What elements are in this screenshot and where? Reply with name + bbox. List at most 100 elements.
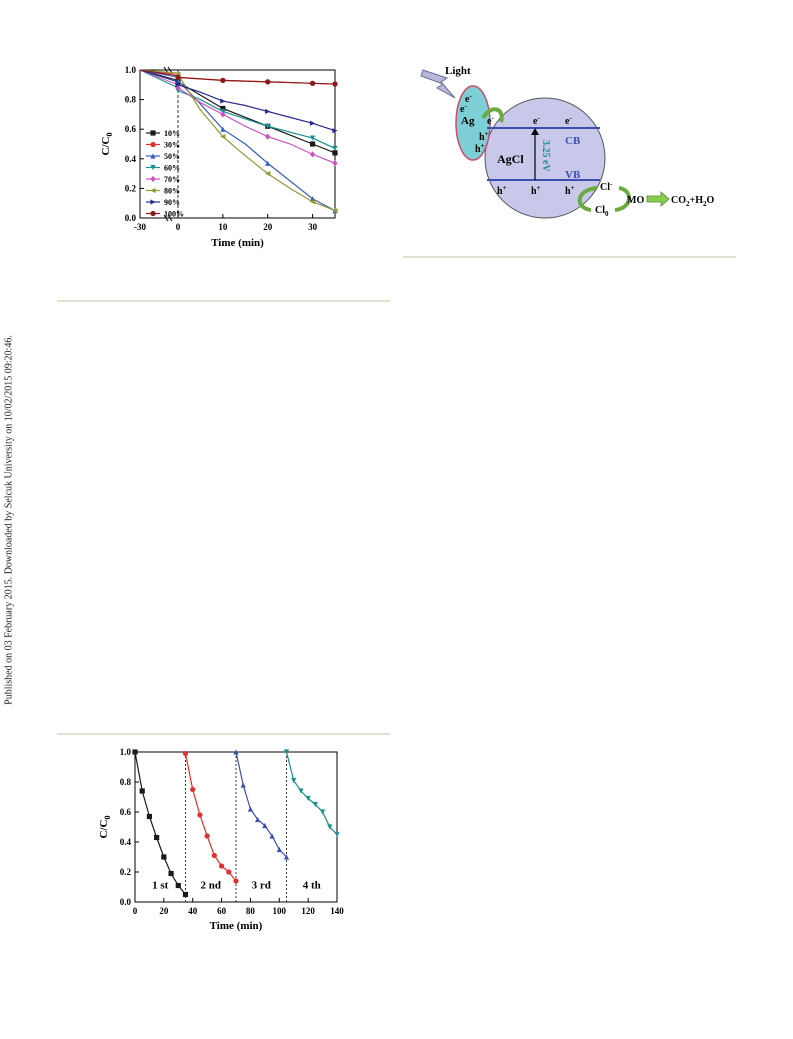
series-dark-line [139, 69, 179, 77]
legend-marker [150, 164, 156, 171]
data-point [175, 84, 181, 91]
cycle-label: 3 rd [252, 880, 271, 892]
vb-label: VB [565, 169, 581, 181]
x-tick-label: 40 [188, 906, 198, 916]
x-tick-label: 10 [218, 222, 228, 232]
data-point [298, 788, 304, 794]
y-tick-label: 1.0 [125, 65, 137, 75]
cycle-label: 2 nd [201, 880, 222, 892]
data-point [175, 882, 181, 889]
legend-marker [150, 130, 156, 136]
data-point [233, 749, 239, 755]
series-line [177, 87, 336, 164]
kinetics-chart: 0.0 0.2 0.4 0.6 0.8 1.0 -30 0 10 20 30 Time (min) C/… [100, 65, 338, 249]
y-tick-label: 0.8 [120, 777, 132, 787]
legend-label: 100% [164, 210, 184, 219]
data-point [276, 846, 282, 853]
reaction-arrow-icon [646, 191, 670, 207]
series-line [235, 751, 287, 858]
series-line [177, 79, 336, 212]
y-tick-label: 0.6 [120, 807, 132, 817]
y-tick-label: 0.4 [120, 837, 132, 847]
legend-marker [150, 153, 156, 159]
legend-marker [150, 210, 156, 217]
data-point [265, 123, 271, 129]
data-point [309, 199, 316, 205]
legend-label: 70% [164, 175, 180, 184]
kinetics-figure: 0.0 0.2 0.4 0.6 0.8 1.0 -30 0 10 20 30 Time (min) C/… [95, 55, 385, 255]
hole-ag-1: h+ [479, 130, 489, 143]
data-point [309, 151, 316, 158]
legend-label: 80% [164, 187, 180, 196]
axis-break-mark [167, 214, 173, 222]
cycles-figure: 0.0 0.2 0.4 0.6 0.8 1.0 0 20 40 60 80 100 120 140 Time… [95, 742, 355, 942]
ag-label: Ag [461, 115, 475, 127]
series-dark-line [139, 69, 179, 83]
cycle-series-1: 2 nd [182, 750, 239, 892]
x-axis-label: Time (min) [210, 920, 263, 932]
y-tick-label: 1.0 [120, 747, 132, 757]
data-point [334, 831, 340, 838]
data-point [154, 834, 160, 841]
download-watermark-text: Published on 03 February 2015. Downloade… [3, 334, 15, 705]
electron-ag-1: e- [465, 92, 472, 105]
cycle-series-2: 3 rd [233, 749, 290, 892]
figure-divider [403, 256, 736, 258]
x-tick-label: 140 [330, 906, 344, 916]
legend-marker [150, 199, 156, 205]
data-point [175, 74, 181, 80]
axis-break-mark [163, 214, 169, 222]
cycle-series-0: 1 st [132, 749, 189, 898]
series-5: 80% [139, 69, 338, 214]
data-point [309, 141, 316, 147]
x-tick-label: 30 [308, 222, 318, 232]
x-tick-label: 20 [263, 222, 273, 232]
data-point [291, 777, 297, 784]
x-tick-label: 0 [133, 906, 138, 916]
x-tick-label: 120 [301, 906, 315, 916]
data-point [226, 869, 232, 875]
data-point [240, 782, 246, 788]
data-point [132, 749, 138, 755]
x-tick-label: 80 [246, 906, 256, 916]
data-point [265, 108, 271, 115]
series-line [285, 751, 338, 835]
data-point [220, 77, 226, 83]
data-point [309, 120, 316, 126]
data-point [332, 145, 338, 152]
hole-vb-1: h+ [497, 184, 507, 197]
cycle-label: 4 th [303, 880, 321, 892]
series-line [177, 76, 336, 85]
agcl-label: AgCl [497, 152, 524, 166]
light-label: Light [445, 65, 471, 77]
data-point [332, 208, 338, 214]
light-bolt-icon [420, 69, 456, 99]
cycle-label: 1 st [152, 880, 169, 892]
legend-label: 30% [164, 141, 180, 150]
y-tick-label: 0.2 [125, 183, 137, 193]
data-point [305, 795, 311, 802]
data-point [220, 105, 226, 112]
ag-particle [455, 85, 491, 161]
data-point [332, 160, 338, 167]
hole-vb-3: h+ [565, 184, 575, 197]
legend-marker [150, 141, 156, 148]
electron-cb-1: e- [533, 114, 540, 127]
transfer-arrow-icon [481, 107, 504, 123]
series-line [177, 81, 336, 154]
series-7: 100% [139, 69, 338, 219]
data-point [220, 98, 226, 104]
y-tick-label: 0.4 [125, 154, 137, 164]
data-point [332, 81, 338, 87]
series-line [177, 90, 336, 149]
plot-frame [139, 69, 336, 219]
data-point [139, 788, 145, 794]
x-tick-label: 100 [273, 906, 287, 916]
x-tick-label: -30 [134, 222, 146, 232]
products-label: CO2+H2O [671, 195, 714, 208]
legend-marker [150, 175, 156, 183]
series-line [134, 751, 186, 895]
data-point [220, 126, 226, 132]
data-point [218, 863, 225, 869]
data-point [283, 854, 290, 860]
